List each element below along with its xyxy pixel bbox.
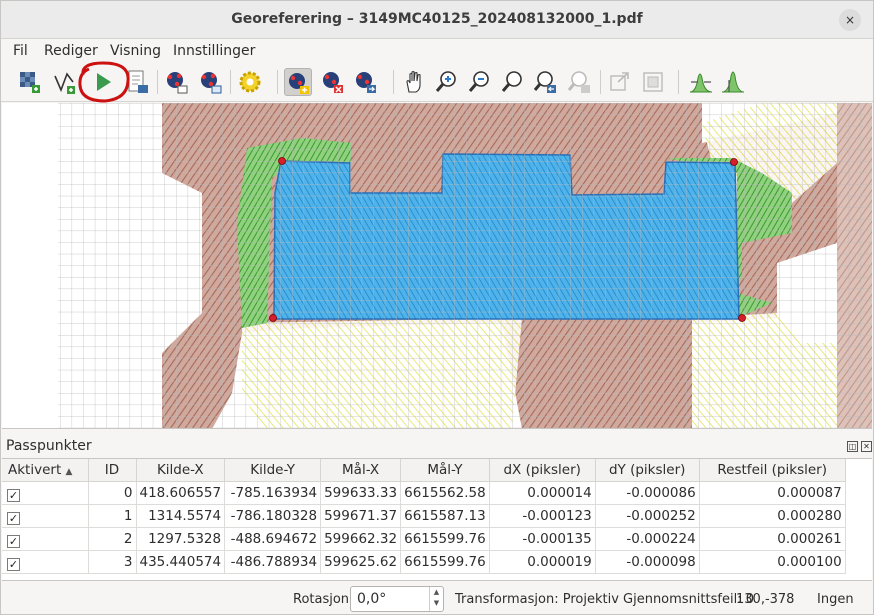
pan-icon[interactable]	[400, 68, 428, 96]
link-georef-to-qgis-icon[interactable]	[606, 68, 634, 96]
cell-dest-x[interactable]: 599671.37	[320, 504, 402, 528]
cell-dest-y[interactable]: 6615599.76	[400, 550, 490, 574]
rotation-value[interactable]: 0,0°	[357, 591, 387, 607]
table-header-row: Aktivert ▲ ID Kilde-X Kilde-Y Mål-X Mål-…	[2, 459, 846, 482]
gcp-table: Aktivert ▲ ID Kilde-X Kilde-Y Mål-X Mål-…	[2, 458, 872, 581]
header-dx[interactable]: dX (piksler)	[489, 459, 596, 482]
load-gcp-points-icon[interactable]	[163, 68, 191, 96]
cell-dest-x[interactable]: 599633.33	[320, 481, 402, 505]
cell-dest-x[interactable]: 599662.32	[320, 527, 402, 551]
zoom-to-layer-icon[interactable]	[499, 68, 527, 96]
header-maal-y[interactable]: Mål-Y	[400, 459, 490, 482]
map-canvas[interactable]	[2, 103, 872, 429]
cell-source-x[interactable]: 418.606557	[136, 481, 226, 505]
enabled-checkbox[interactable]: ✓	[7, 557, 20, 571]
float-panel-icon[interactable]: ◫	[847, 441, 858, 452]
menu-visning[interactable]: Visning	[110, 43, 161, 59]
vector-icon[interactable]	[51, 68, 79, 96]
gcp-panel-title: Passpunkter	[6, 438, 92, 454]
cell-dest-y[interactable]: 6615587.13	[400, 504, 490, 528]
add-point-icon[interactable]	[284, 68, 312, 96]
cell-dest-x[interactable]: 599625.62	[320, 550, 402, 574]
menu-fil[interactable]: Fil	[13, 43, 28, 59]
cell-dy: -0.000252	[595, 504, 700, 528]
cell-dx: 0.000014	[489, 481, 596, 505]
cell-dx: 0.000019	[489, 550, 596, 574]
cell-dy: -0.000098	[595, 550, 700, 574]
enabled-checkbox[interactable]: ✓	[7, 488, 20, 502]
cell-id: 0	[88, 481, 137, 505]
cell-residual: 0.000100	[699, 550, 846, 574]
delete-point-icon[interactable]	[319, 68, 347, 96]
enabled-checkbox[interactable]: ✓	[7, 534, 20, 548]
crs-label: Ingen	[817, 592, 854, 607]
cell-source-y[interactable]: -488.694672	[224, 527, 322, 551]
cell-dx: -0.000123	[489, 504, 596, 528]
cell-source-y[interactable]: -786.180328	[224, 504, 322, 528]
rotation-spinbox[interactable]: 0,0° ▲ ▼	[350, 586, 444, 612]
header-aktivert[interactable]: Aktivert ▲	[2, 459, 89, 482]
zoom-in-icon[interactable]	[433, 68, 461, 96]
generate-gdal-script-icon[interactable]	[124, 68, 152, 96]
start-georeferencing-icon[interactable]	[89, 68, 117, 96]
zoom-next-icon[interactable]	[566, 68, 594, 96]
table-row[interactable]: ✓ 1 1314.5574 -786.180328 599671.37 6615…	[2, 504, 846, 528]
window-title: Georeferering – 3149MC40125_202408132000…	[231, 11, 643, 27]
enabled-checkbox[interactable]: ✓	[7, 511, 20, 525]
move-gcp-icon[interactable]	[352, 68, 380, 96]
full-histogram-stretch-icon[interactable]	[687, 68, 715, 96]
cell-dy: -0.000224	[595, 527, 700, 551]
header-id[interactable]: ID	[88, 459, 137, 482]
menu-rediger[interactable]: Rediger	[44, 43, 98, 59]
cell-id: 3	[88, 550, 137, 574]
header-maal-x[interactable]: Mål-X	[320, 459, 402, 482]
transform-info: Transformasjon: Projektiv Gjennomsnittsf…	[455, 592, 754, 607]
link-qgis-to-georef-icon[interactable]	[639, 68, 667, 96]
cell-dx: -0.000135	[489, 527, 596, 551]
menu-innstillinger[interactable]: Innstillinger	[173, 43, 256, 59]
header-kilde-x[interactable]: Kilde-X	[136, 459, 226, 482]
cell-source-x[interactable]: 435.440574	[136, 550, 226, 574]
coordinate-readout: 130,-378	[736, 592, 795, 607]
highlight-circle	[78, 61, 130, 103]
local-histogram-stretch-icon[interactable]	[719, 68, 747, 96]
zoom-out-icon[interactable]	[466, 68, 494, 96]
close-button[interactable]: ×	[839, 9, 861, 31]
cell-dest-y[interactable]: 6615562.58	[400, 481, 490, 505]
cell-source-x[interactable]: 1297.5328	[136, 527, 226, 551]
cell-source-y[interactable]: -486.788934	[224, 550, 322, 574]
spin-arrows-icon[interactable]: ▲ ▼	[429, 587, 443, 611]
cell-dest-y[interactable]: 6615599.76	[400, 527, 490, 551]
transformation-settings-icon[interactable]	[236, 68, 264, 96]
cell-residual: 0.000280	[699, 504, 846, 528]
cell-source-y[interactable]: -785.163934	[224, 481, 322, 505]
table-row[interactable]: ✓ 3 435.440574 -486.788934 599625.62 661…	[2, 550, 846, 574]
cell-id: 1	[88, 504, 137, 528]
cell-source-x[interactable]: 1314.5574	[136, 504, 226, 528]
title-bar: Georeferering – 3149MC40125_202408132000…	[1, 1, 873, 39]
save-gcp-points-icon[interactable]	[197, 68, 225, 96]
cell-residual: 0.000261	[699, 527, 846, 551]
cell-id: 2	[88, 527, 137, 551]
table-row[interactable]: ✓ 0 418.606557 -785.163934 599633.33 661…	[2, 481, 846, 505]
cell-dy: -0.000086	[595, 481, 700, 505]
menu-bar: Fil Rediger Visning Innstillinger	[1, 40, 873, 64]
toolbar	[1, 64, 873, 102]
header-dy[interactable]: dY (piksler)	[595, 459, 700, 482]
cell-residual: 0.000087	[699, 481, 846, 505]
zoom-last-icon[interactable]	[532, 68, 560, 96]
open-raster-icon[interactable]	[16, 68, 44, 96]
header-kilde-y[interactable]: Kilde-Y	[224, 459, 322, 482]
close-panel-icon[interactable]: ✕	[861, 441, 872, 452]
status-bar: Rotasjon 0,0° ▲ ▼ Transformasjon: Projekt…	[1, 584, 873, 614]
rotation-label: Rotasjon	[293, 592, 350, 607]
table-row[interactable]: ✓ 2 1297.5328 -488.694672 599662.32 6615…	[2, 527, 846, 551]
header-restfeil[interactable]: Restfeil (piksler)	[699, 459, 846, 482]
